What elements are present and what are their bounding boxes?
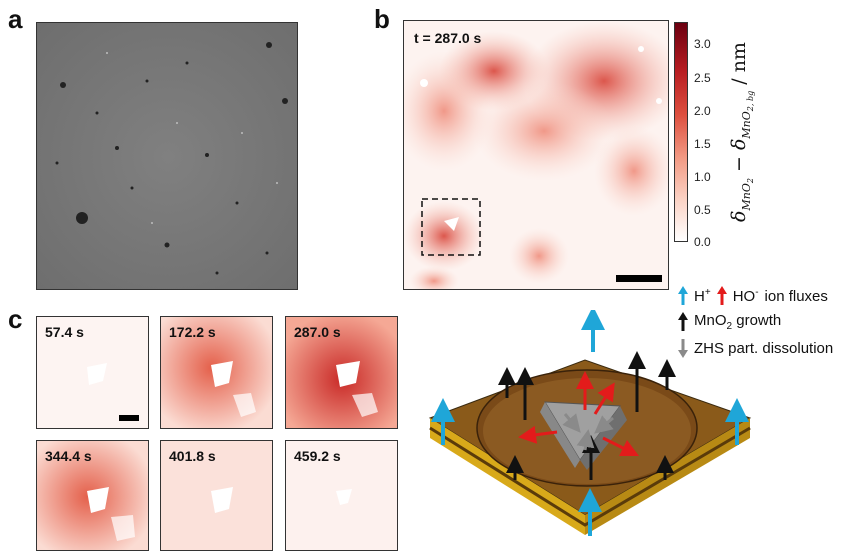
colorbar-label-unit: / nm [728,42,750,91]
legend-flux-ho: HO [732,288,756,305]
legend-flux-h-sup: + [704,287,711,298]
frame-5: 401.8 s [160,440,273,551]
heatmap-texture [404,21,668,289]
frame-time: 344.4 s [45,448,92,464]
panel-b-heatmap: t = 287.0 s [403,20,669,290]
colorbar-tick: 0.0 [694,235,711,249]
colorbar-label-delta: δ [728,210,750,222]
legend-growth-mno: MnO [694,312,727,329]
colorbar-tick: 1.0 [694,170,711,184]
colorbar-label-subsub: 2 [745,178,755,184]
panel-letter-c: c [8,304,23,334]
legend-growth-text: growth [732,312,782,329]
panel-b-time: t = 287.0 s [414,30,482,46]
grey-arrow-down-icon [678,339,688,358]
frame-6: 459.2 s [285,440,398,551]
scale-bar [119,415,139,421]
blue-arrow-icon [678,286,688,305]
frame-time: 401.8 s [169,448,216,464]
colorbar-tick: 3.0 [694,37,711,51]
colorbar-label-sub: MnO [739,183,753,211]
frame-time: 287.0 s [294,324,341,340]
colorbar-tick: 1.5 [694,137,711,151]
panel-a-micrograph [36,22,298,290]
frame-1: 57.4 s [36,316,149,429]
frame-time: 57.4 s [45,324,84,340]
black-arrow-icon [678,312,688,331]
colorbar [674,22,688,242]
red-arrow-icon [716,286,727,305]
frame-3: 287.0 s [285,316,398,429]
legend-flux: H+ HO- ion fluxes [678,286,828,306]
frame-time: 459.2 s [294,448,341,464]
roi-dashed-box [421,198,481,256]
colorbar-label: δMnO2 − δMnO2, bg / nm [728,12,755,252]
colorbar-label-sub2: MnO [739,111,753,139]
colorbar-tick: 0.5 [694,203,711,217]
legend-flux-h: H [694,288,705,305]
frame-2: 172.2 s [160,316,273,429]
colorbar-tick: 2.5 [694,71,711,85]
legend-flux-ho-sup: - [755,287,759,298]
micrograph-texture [37,23,297,289]
panel-letter-a: a [8,4,23,34]
legend-dissolution-text: ZHS part. dissolution [694,339,834,357]
scale-bar [616,275,662,282]
frame-time: 172.2 s [169,324,216,340]
legend-dissolution: ZHS part. dissolution [678,338,833,358]
panel-letter-b: b [374,4,390,34]
colorbar-label-minus: − δ [728,138,750,179]
colorbar-label-sub2b: 2, bg [745,90,755,112]
legend-flux-text: ion fluxes [764,287,828,305]
frame-4: 344.4 s [36,440,149,551]
legend-growth-sub: 2 [726,321,733,332]
schematic-illustration [428,310,752,536]
legend-growth: MnO2 growth [678,312,781,332]
colorbar-tick: 2.0 [694,104,711,118]
